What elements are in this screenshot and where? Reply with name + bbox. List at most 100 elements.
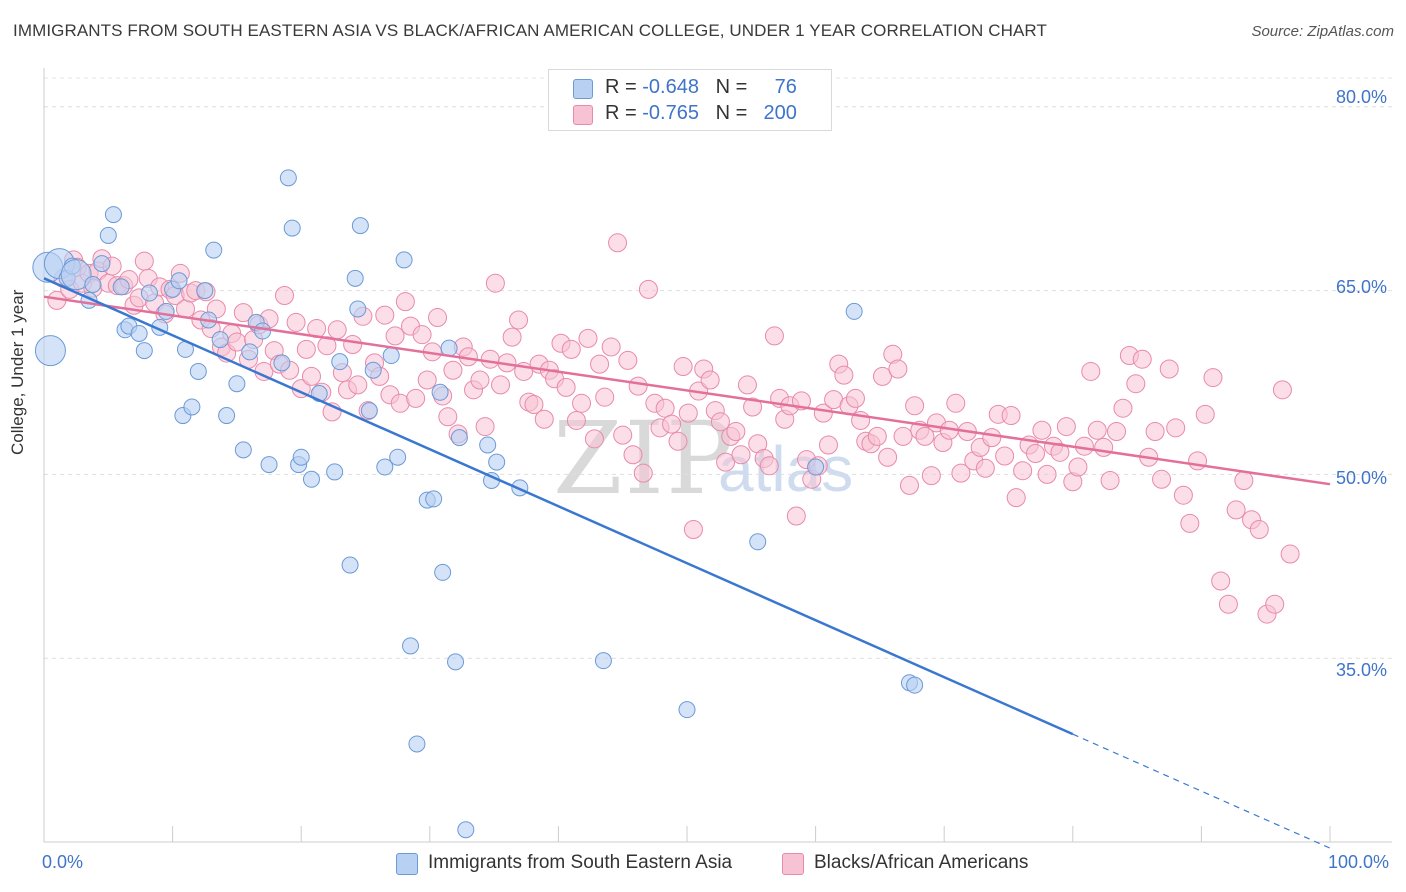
legend-text-blue: R = -0.648 N = 76 <box>605 76 797 99</box>
data-point-blacks-african-americans <box>595 387 615 407</box>
data-point-blacks-african-americans <box>428 308 448 328</box>
data-point-se-asia-immigrants <box>283 219 301 237</box>
legend-swatch-pink <box>573 105 593 125</box>
data-point-blacks-african-americans <box>524 395 544 415</box>
data-point-blacks-african-americans <box>502 327 522 347</box>
data-point-se-asia-immigrants <box>254 322 272 340</box>
data-point-blacks-african-americans <box>1180 513 1200 533</box>
data-point-se-asia-immigrants <box>205 241 223 259</box>
data-point-se-asia-immigrants <box>211 331 229 349</box>
data-point-se-asia-immigrants <box>376 458 394 476</box>
data-point-blacks-african-americans <box>975 458 995 478</box>
data-point-se-asia-immigrants <box>135 342 153 360</box>
data-point-blacks-african-americans <box>534 409 554 429</box>
data-point-blacks-african-americans <box>818 435 838 455</box>
data-point-se-asia-immigrants <box>845 302 863 320</box>
data-point-blacks-african-americans <box>726 421 746 441</box>
data-point-blacks-african-americans <box>1272 380 1292 400</box>
correlation-legend: R = -0.648 N = 76 R = -0.765 N = 200 <box>548 69 832 131</box>
legend-n-label: N = <box>715 102 748 124</box>
data-point-blacks-african-americans <box>1203 368 1223 388</box>
data-point-se-asia-immigrants <box>189 362 207 380</box>
legend-r-label: R = <box>605 76 637 98</box>
source-credit: Source: ZipAtlas.com <box>1251 23 1394 40</box>
data-point-blacks-african-americans <box>584 429 604 449</box>
data-point-blacks-african-americans <box>1173 485 1193 505</box>
data-point-se-asia-immigrants <box>346 269 364 287</box>
data-point-se-asia-immigrants <box>130 324 148 342</box>
y-tick-50: 50.0% <box>1336 468 1388 488</box>
data-point-blacks-african-americans <box>561 339 581 359</box>
data-point-blacks-african-americans <box>412 325 432 345</box>
data-point-se-asia-immigrants <box>364 361 382 379</box>
data-point-blacks-african-americans <box>623 445 643 465</box>
data-point-blacks-african-americans <box>1107 421 1127 441</box>
data-point-blacks-african-americans <box>301 366 321 386</box>
data-point-se-asia-immigrants <box>273 354 291 372</box>
data-point-blacks-african-americans <box>233 303 253 323</box>
data-point-se-asia-immigrants <box>112 278 130 296</box>
data-point-se-asia-immigrants <box>234 441 252 459</box>
data-point-blacks-african-americans <box>759 456 779 476</box>
legend-text-pink: R = -0.765 N = 200 <box>605 102 797 125</box>
data-point-se-asia-immigrants <box>447 653 465 671</box>
data-point-blacks-african-americans <box>946 393 966 413</box>
data-point-blacks-african-americans <box>1026 444 1046 464</box>
legend-n-blue: 76 <box>774 76 797 98</box>
data-point-blacks-african-americans <box>921 466 941 486</box>
data-point-blacks-african-americans <box>572 393 592 413</box>
data-point-blacks-african-americans <box>1087 420 1107 440</box>
data-point-blacks-african-americans <box>951 463 971 483</box>
data-point-blacks-african-americans <box>134 251 154 271</box>
data-point-blacks-african-americans <box>1100 471 1120 491</box>
data-point-blacks-african-americans <box>395 292 415 312</box>
data-point-se-asia-immigrants <box>292 448 310 466</box>
data-point-blacks-african-americans <box>1132 349 1152 369</box>
data-point-blacks-african-americans <box>1166 418 1186 438</box>
data-point-blacks-african-americans <box>1050 442 1070 462</box>
data-point-blacks-african-americans <box>470 370 490 390</box>
data-point-blacks-african-americans <box>1226 500 1246 520</box>
data-point-blacks-african-americans <box>491 375 511 395</box>
data-point-blacks-african-americans <box>1265 594 1285 614</box>
data-point-se-asia-immigrants <box>434 563 452 581</box>
data-point-blacks-african-americans <box>700 370 720 390</box>
data-point-se-asia-immigrants <box>360 402 378 420</box>
data-point-blacks-african-americans <box>385 326 405 346</box>
legend-r-label: R = <box>605 102 637 124</box>
data-point-blacks-african-americans <box>915 426 935 446</box>
y-tick-35: 35.0% <box>1336 660 1388 680</box>
data-point-se-asia-immigrants <box>34 335 66 367</box>
data-point-blacks-african-americans <box>1249 520 1269 540</box>
data-point-blacks-african-americans <box>417 370 437 390</box>
data-point-blacks-african-americans <box>327 320 347 340</box>
x-tick-min: 0.0% <box>42 852 84 872</box>
data-point-se-asia-immigrants <box>906 676 924 694</box>
data-point-blacks-african-americans <box>982 428 1002 448</box>
trend-line-blacks-african-americans <box>43 295 1331 486</box>
data-point-blacks-african-americans <box>1013 461 1033 481</box>
data-point-blacks-african-americans <box>668 431 688 451</box>
data-point-blacks-african-americans <box>601 337 621 357</box>
y-tick-80: 80.0% <box>1336 87 1388 107</box>
data-point-se-asia-immigrants <box>408 735 426 753</box>
data-point-se-asia-immigrants <box>104 206 122 224</box>
data-point-se-asia-immigrants <box>341 556 359 574</box>
data-point-se-asia-immigrants <box>279 169 297 187</box>
data-point-se-asia-immigrants <box>488 453 506 471</box>
data-point-blacks-african-americans <box>905 396 925 416</box>
data-point-blacks-african-americans <box>638 279 658 299</box>
series-name-pink: Blacks/African Americans <box>814 852 1029 873</box>
data-point-blacks-african-americans <box>716 452 736 472</box>
data-point-se-asia-immigrants <box>402 637 420 655</box>
data-point-blacks-african-americans <box>286 312 306 332</box>
data-point-blacks-african-americans <box>662 414 682 434</box>
data-point-blacks-african-americans <box>296 339 316 359</box>
data-point-blacks-african-americans <box>1218 594 1238 614</box>
data-point-blacks-african-americans <box>475 417 495 437</box>
data-point-blacks-african-americans <box>845 388 865 408</box>
data-point-blacks-african-americans <box>613 425 633 445</box>
data-point-blacks-african-americans <box>566 410 586 430</box>
chart-title: IMMIGRANTS FROM SOUTH EASTERN ASIA VS BL… <box>13 21 1047 40</box>
data-point-blacks-african-americans <box>1001 406 1021 426</box>
